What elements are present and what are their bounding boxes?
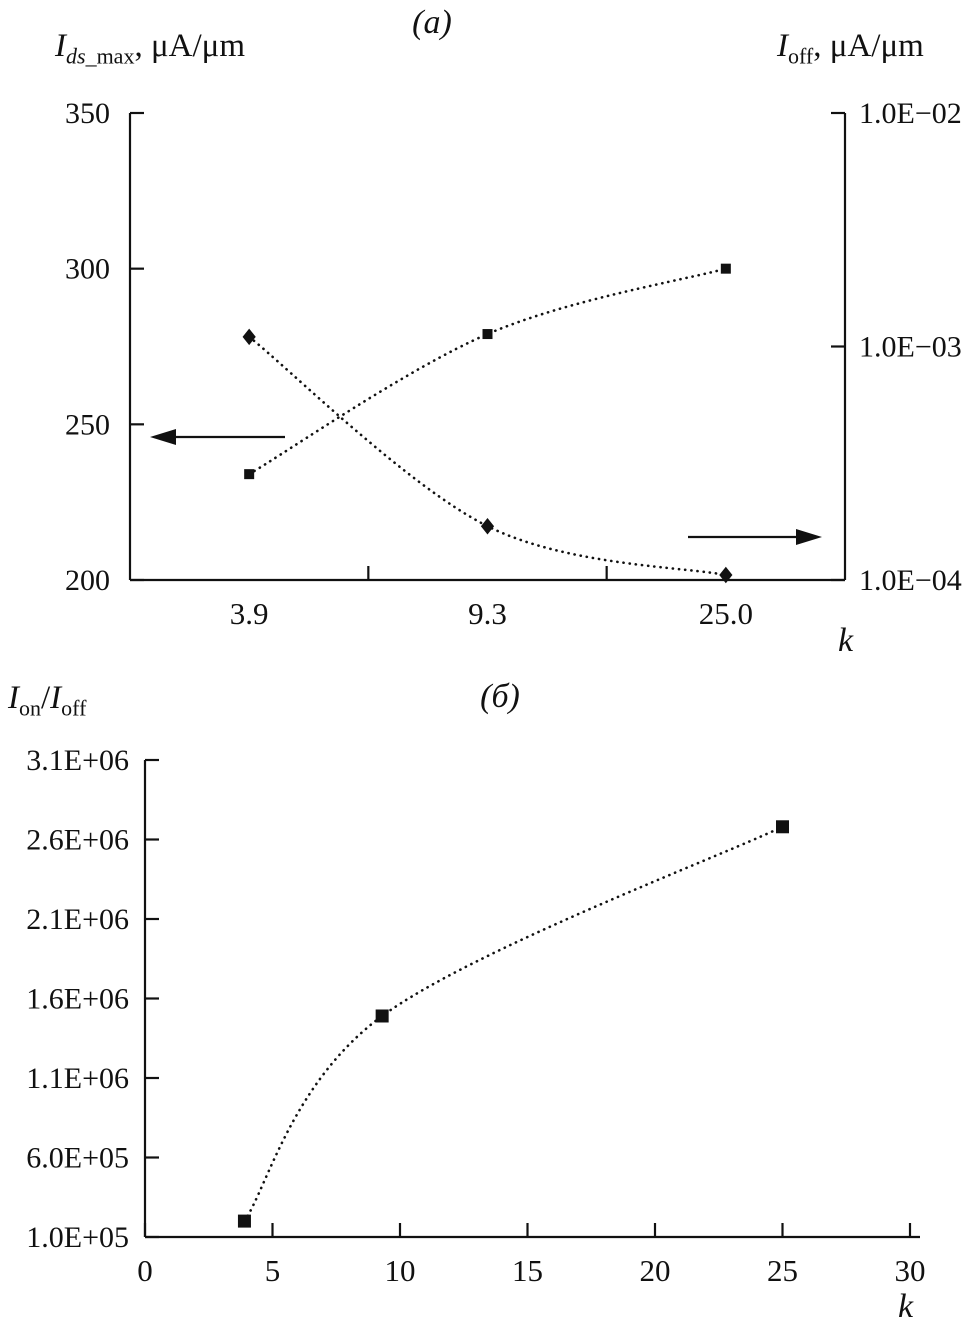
a-left-axis-subscript-italic: ds — [66, 43, 86, 69]
a-left-axis-subscript: ds_max — [66, 44, 134, 69]
a-right-axis-subscript-roman: off — [788, 43, 814, 69]
marker-diamond — [480, 517, 495, 535]
b-x-tick-label: 20 — [640, 1253, 671, 1288]
b-y-tick-label: 1.0E+05 — [26, 1221, 129, 1254]
marker-diamond — [719, 566, 733, 584]
series-line-Ion-Ioff — [243, 825, 784, 1223]
a-left-axis-subscript-roman: _max — [85, 43, 135, 69]
a-left-axis-symbol: I — [55, 28, 66, 64]
a-left-tick-label: 300 — [65, 253, 110, 286]
b-y-axis-den-symbol: I — [50, 680, 62, 716]
b-y-tick-label: 6.0E+05 — [26, 1142, 129, 1175]
b-x-tick-label: 0 — [137, 1253, 153, 1288]
a-x-axis-label: k — [838, 622, 854, 659]
right-axis-arrow-head-icon — [796, 529, 822, 545]
marker-square — [776, 820, 789, 834]
a-right-axis-title: Ioff, μA/μm — [777, 28, 924, 67]
b-y-axis-den-subscript: off — [61, 695, 87, 721]
a-x-tick-label: 3.9 — [230, 596, 269, 631]
a-right-axis-unit: , μA/μm — [813, 28, 924, 64]
marker-square — [482, 329, 493, 340]
panel-b-title: (б) — [480, 678, 520, 715]
b-y-tick-label: 3.1E+06 — [26, 744, 129, 777]
panel-a-chart: 350 300 250 200 1.0E−02 1.0E−03 1.0E−04 3.9 9.3 2… — [65, 97, 962, 631]
a-right-axis-subscript: off — [788, 44, 813, 69]
a-x-tick-label: 9.3 — [468, 596, 507, 631]
b-y-axis-divider: / — [41, 680, 51, 716]
a-left-tick-label: 250 — [65, 408, 110, 441]
left-axis-arrow-head-icon — [150, 429, 176, 445]
a-left-axis-unit: , μA/μm — [134, 28, 246, 64]
series-line-Ids_max — [247, 267, 728, 476]
a-right-axis-symbol: I — [777, 28, 788, 64]
b-y-axis-num-subscript: on — [19, 695, 41, 721]
panel-b-chart: 3.1E+06 2.6E+06 2.1E+06 1.6E+06 1.1E+06 6.0E+… — [26, 744, 926, 1288]
a-right-tick-label: 1.0E−02 — [859, 97, 962, 130]
marker-diamond — [242, 328, 256, 346]
series-line-Ioff — [247, 335, 728, 577]
marker-square — [244, 469, 255, 480]
b-y-tick-label: 2.6E+06 — [26, 824, 129, 857]
a-right-tick-label: 1.0E−04 — [859, 564, 962, 597]
panel-a-title: (a) — [412, 4, 452, 41]
b-x-axis-label: k — [898, 1288, 914, 1325]
a-x-tick-label: 25.0 — [699, 596, 753, 631]
b-y-tick-label: 1.1E+06 — [26, 1062, 129, 1095]
b-y-axis-num-symbol: I — [8, 680, 19, 716]
a-left-tick-label: 200 — [65, 564, 110, 597]
b-y-tick-label: 2.1E+06 — [26, 903, 129, 936]
a-left-tick-label: 350 — [65, 97, 110, 130]
b-x-tick-label: 10 — [385, 1253, 416, 1288]
marker-square — [237, 1214, 251, 1228]
marker-square — [720, 263, 731, 274]
marker-square — [375, 1009, 389, 1023]
b-x-tick-label: 15 — [512, 1253, 543, 1288]
b-y-axis-title: Ion/Ioff — [8, 680, 86, 719]
b-x-tick-label: 30 — [895, 1253, 926, 1288]
a-left-axis-title: Ids_max, μA/μm — [55, 28, 246, 67]
a-right-tick-label: 1.0E−03 — [859, 331, 962, 364]
b-x-tick-label: 25 — [767, 1253, 798, 1288]
b-x-tick-label: 5 — [265, 1253, 281, 1288]
b-y-tick-label: 1.6E+06 — [26, 983, 129, 1016]
